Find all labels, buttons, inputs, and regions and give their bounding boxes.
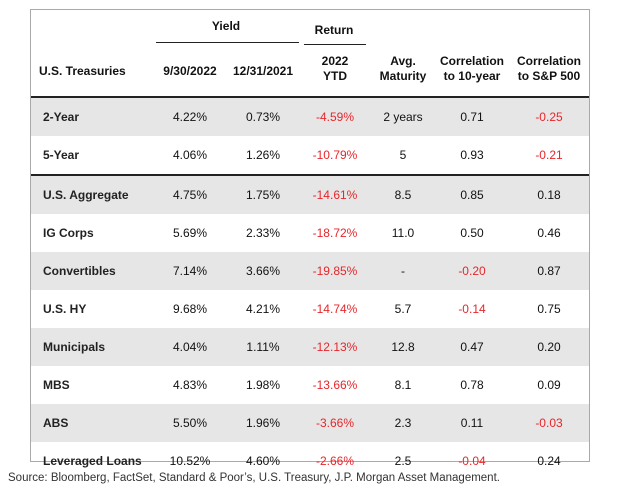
row-label: MBS [43, 378, 70, 392]
cell-return: -18.72% [312, 226, 358, 240]
cell-corrsp: 0.18 [537, 188, 561, 202]
cell-return: -4.59% [315, 110, 355, 124]
cell-corrsp: 0.87 [537, 264, 561, 278]
cell-yield-b: 1.75% [245, 188, 281, 202]
cell-maturity: 2 years [383, 110, 423, 124]
return-group-header: Return [314, 23, 354, 37]
header-divider [31, 96, 589, 98]
cell-yield-b: 3.66% [245, 264, 281, 278]
yield-a-header: 9/30/2022 [163, 64, 217, 78]
cell-corrsp: 0.09 [537, 378, 561, 392]
cell-yield-a: 4.75% [172, 188, 208, 202]
table-row: Convertibles 7.14% 3.66% -19.85% - -0.20 0.87 [31, 252, 589, 290]
cell-corrsp: -0.03 [535, 416, 563, 430]
cell-return: -13.66% [312, 378, 358, 392]
row-label: 5-Year [43, 148, 80, 162]
table-row: 5-Year 4.06% 1.26% -10.79% 5 0.93 -0.21 [31, 136, 589, 174]
category-header: U.S. Treasuries [39, 64, 126, 78]
cell-yield-a: 4.06% [172, 148, 208, 162]
cell-maturity: 12.8 [391, 340, 415, 354]
cell-corrsp: -0.21 [535, 148, 563, 162]
cell-corrsp: 0.75 [537, 302, 561, 316]
row-label: Convertibles [43, 264, 116, 278]
cell-corrsp: 0.46 [537, 226, 561, 240]
cell-corr10: 0.78 [460, 378, 484, 392]
cell-maturity: 2.5 [394, 454, 412, 468]
maturity-header-line2: Maturity [379, 69, 427, 83]
cell-yield-b: 4.21% [245, 302, 281, 316]
cell-return: -14.61% [312, 188, 358, 202]
corrsp-header-line1: Correlation [516, 54, 581, 68]
corr10-header-line2: to 10-year [443, 69, 501, 83]
row-label: Leveraged Loans [43, 454, 142, 468]
cell-corr10: 0.71 [460, 110, 484, 124]
cell-maturity: 2.3 [394, 416, 412, 430]
cell-maturity: 8.1 [394, 378, 412, 392]
cell-corrsp: -0.25 [535, 110, 563, 124]
cell-corr10: 0.47 [460, 340, 484, 354]
cell-return: -12.13% [312, 340, 358, 354]
cell-yield-a: 9.68% [172, 302, 208, 316]
corrsp-header-line2: to S&P 500 [517, 69, 581, 83]
yield-group-underline [156, 42, 299, 43]
cell-corr10: 0.11 [460, 416, 484, 430]
row-label: Municipals [43, 340, 106, 354]
cell-maturity: 11.0 [391, 226, 415, 240]
yield-b-header: 12/31/2021 [232, 64, 294, 78]
cell-yield-a: 4.04% [172, 340, 208, 354]
row-label: U.S. HY [43, 302, 87, 316]
cell-corr10: 0.93 [460, 148, 484, 162]
cell-return: -19.85% [312, 264, 358, 278]
cell-maturity: 5 [399, 148, 407, 162]
cell-yield-b: 1.96% [245, 416, 281, 430]
cell-yield-b: 2.33% [245, 226, 281, 240]
row-label: ABS [43, 416, 69, 430]
cell-return: -2.66% [315, 454, 355, 468]
cell-yield-b: 1.11% [246, 340, 280, 354]
cell-corr10: 0.50 [460, 226, 484, 240]
row-label: U.S. Aggregate [43, 188, 129, 202]
cell-return: -3.66% [315, 416, 355, 430]
table-row: U.S. HY 9.68% 4.21% -14.74% 5.7 -0.14 0.75 [31, 290, 589, 328]
yield-group-header: Yield [211, 19, 241, 33]
cell-corr10: 0.85 [460, 188, 484, 202]
row-label: IG Corps [43, 226, 94, 240]
cell-return: -14.74% [312, 302, 358, 316]
cell-corrsp: 0.20 [537, 340, 561, 354]
cell-corrsp: 0.24 [537, 454, 561, 468]
cell-corr10: -0.20 [458, 264, 486, 278]
cell-yield-b: 0.73% [245, 110, 281, 124]
table-row: Municipals 4.04% 1.11% -12.13% 12.8 0.47 0.20 [31, 328, 589, 366]
maturity-header-line1: Avg. [390, 54, 416, 68]
cell-maturity: 8.5 [394, 188, 412, 202]
table-row: U.S. Aggregate 4.75% 1.75% -14.61% 8.5 0.85 0.… [31, 176, 589, 214]
table-row: 2-Year 4.22% 0.73% -4.59% 2 years 0.71 -0.25 [31, 98, 589, 136]
cell-yield-a: 4.83% [172, 378, 208, 392]
return-header-line2: YTD [323, 69, 347, 83]
cell-return: -10.79% [312, 148, 358, 162]
cell-yield-a: 5.50% [172, 416, 208, 430]
return-header-line1: 2022 [321, 54, 349, 68]
table-row: Leveraged Loans 10.52% 4.60% -2.66% 2.5 -0.04… [31, 442, 589, 480]
bond-table: Yield Return U.S. Treasuries 9/30/2022 1… [30, 9, 590, 468]
cell-yield-b: 4.60% [245, 454, 281, 468]
treasury-divider [31, 174, 589, 176]
cell-yield-b: 1.26% [245, 148, 281, 162]
source-note: Source: Bloomberg, FactSet, Standard & P… [8, 472, 500, 484]
cell-yield-b: 1.98% [245, 378, 281, 392]
cell-yield-a: 5.69% [172, 226, 208, 240]
table-row: ABS 5.50% 1.96% -3.66% 2.3 0.11 -0.03 [31, 404, 589, 442]
table-row: IG Corps 5.69% 2.33% -18.72% 11.0 0.50 0.46 [31, 214, 589, 252]
return-group-underline [304, 44, 366, 45]
corr10-header-line1: Correlation [439, 54, 504, 68]
row-label: 2-Year [43, 110, 80, 124]
cell-yield-a: 10.52% [169, 454, 211, 468]
cell-maturity: 5.7 [394, 302, 412, 316]
cell-corr10: -0.04 [458, 454, 486, 468]
cell-yield-a: 7.14% [172, 264, 208, 278]
cell-maturity: - [401, 264, 405, 278]
table-row: MBS 4.83% 1.98% -13.66% 8.1 0.78 0.09 [31, 366, 589, 404]
cell-yield-a: 4.22% [172, 110, 208, 124]
cell-corr10: -0.14 [458, 302, 486, 316]
